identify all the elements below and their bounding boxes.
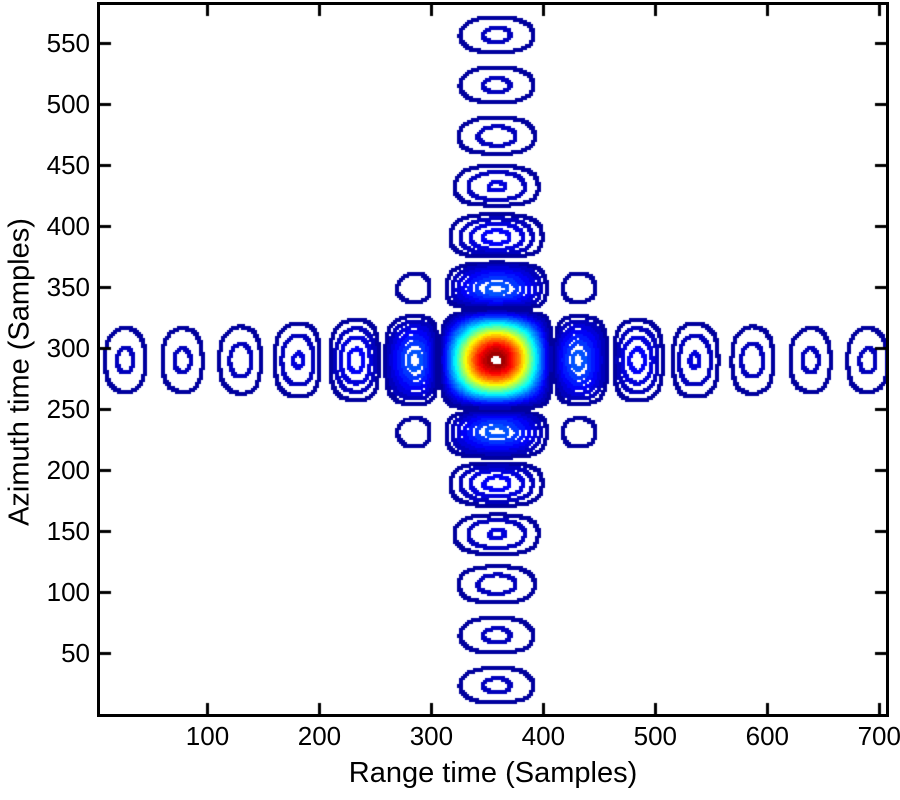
x-tick-label: 100 xyxy=(185,721,230,751)
y-tick-label: 400 xyxy=(46,210,90,241)
y-tick-label: 550 xyxy=(46,27,90,58)
x-tick-label: 500 xyxy=(633,721,678,751)
y-tick-label: 350 xyxy=(46,271,90,302)
contour-canvas xyxy=(100,5,886,714)
y-axis-label: Azimuth time (Samples) xyxy=(3,218,36,526)
x-tick-label: 200 xyxy=(297,721,342,751)
y-tick-label: 200 xyxy=(46,454,90,485)
y-tick-label: 450 xyxy=(46,149,90,180)
plot-area xyxy=(97,2,889,717)
y-tick-label: 250 xyxy=(46,393,90,424)
y-tick-label: 50 xyxy=(61,637,90,668)
x-tick-label: 300 xyxy=(409,721,454,751)
y-tick-label: 100 xyxy=(46,576,90,607)
y-tick-label: 150 xyxy=(46,515,90,546)
y-tick-label: 500 xyxy=(46,88,90,119)
x-axis-label: Range time (Samples) xyxy=(348,757,638,789)
y-tick-label: 300 xyxy=(46,332,90,363)
x-tick-label: 700 xyxy=(857,721,900,751)
x-tick-label: 600 xyxy=(745,721,789,751)
x-tick-label: 400 xyxy=(521,721,566,751)
